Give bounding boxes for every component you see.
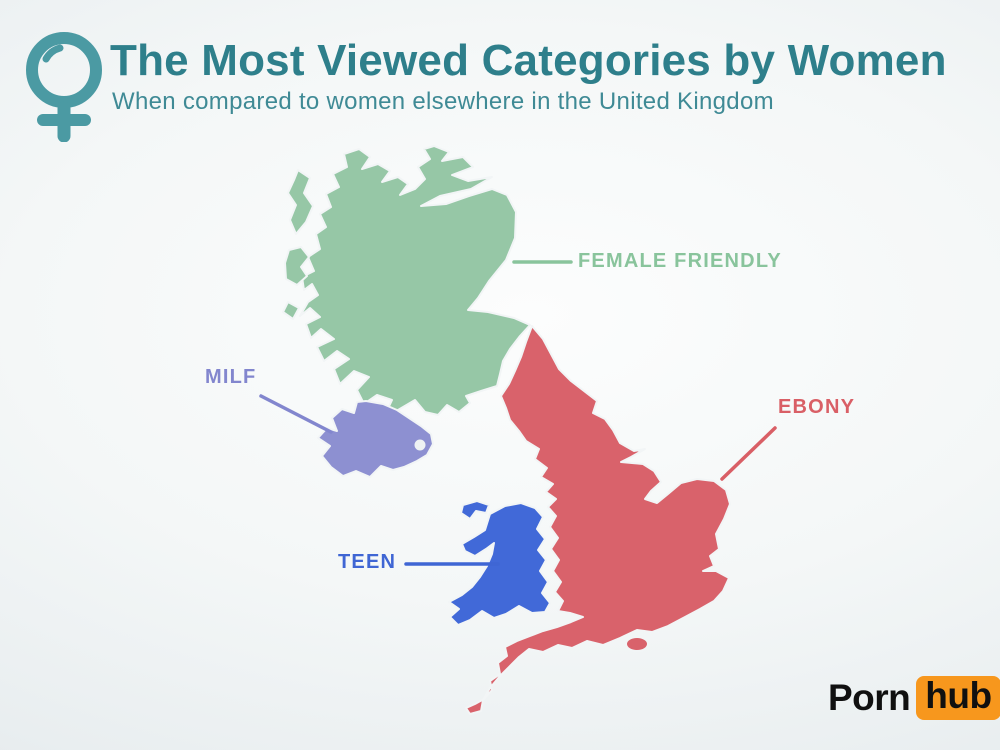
england-region xyxy=(465,325,731,715)
label-ebony: EBONY xyxy=(778,396,856,418)
female-symbol-icon xyxy=(26,32,102,142)
hebrides-island-north xyxy=(287,169,314,235)
anglesey-island xyxy=(460,500,490,520)
milf-leader-line xyxy=(259,394,333,434)
northern-ireland-land xyxy=(317,400,434,478)
scotland-region xyxy=(282,145,531,418)
label-milf: MILF xyxy=(205,366,257,388)
scotland-mainland xyxy=(299,145,531,418)
page-title: The Most Viewed Categories by Women xyxy=(110,36,947,85)
label-female-friendly: FEMALE FRIENDLY xyxy=(578,250,782,272)
hebrides-island-south xyxy=(282,301,300,320)
ebony-leader-line xyxy=(720,426,777,481)
page-subtitle: When compared to women elsewhere in the … xyxy=(112,88,774,115)
logo-text-hub: hub xyxy=(916,676,1000,720)
label-teen: TEEN xyxy=(338,551,397,573)
logo-text-porn: Porn xyxy=(828,676,911,718)
isle-of-wight-island xyxy=(625,636,649,652)
england-mainland xyxy=(465,325,731,715)
lough-cutout xyxy=(414,439,426,451)
pornhub-logo: Porn hub xyxy=(828,676,1000,720)
northern-ireland-region xyxy=(317,400,434,478)
hebrides-island-mid xyxy=(284,246,310,286)
